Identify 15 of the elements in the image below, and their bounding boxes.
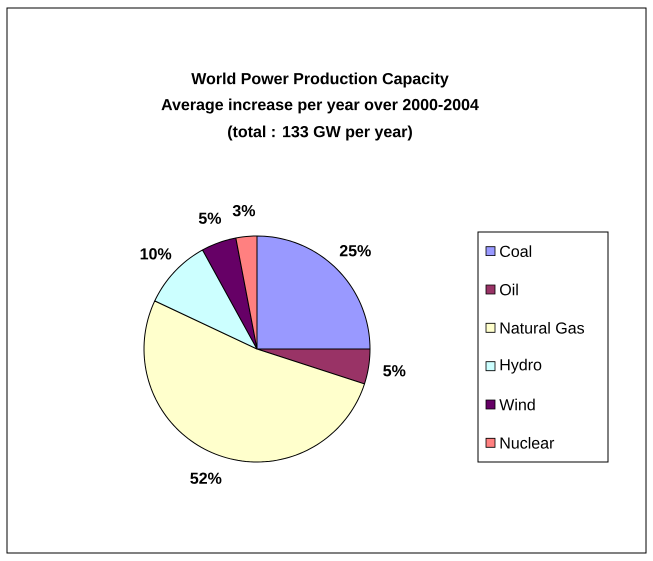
- chart-title: World Power Production Capacity: [191, 72, 449, 88]
- text: (total : 133 GW per year): [228, 126, 412, 140]
- data-label: 5%: [198, 212, 222, 224]
- legend-label: Natural Gas: [500, 322, 584, 334]
- data-label: 25%: [340, 245, 371, 256]
- legend-label: Nuclear: [500, 436, 554, 449]
- data-label: 52%: [190, 472, 222, 484]
- legend-label: Coal: [500, 245, 532, 258]
- data-label: 3%: [232, 204, 256, 216]
- legend-label: Wind: [499, 398, 535, 410]
- legend-label: Oil: [500, 284, 518, 296]
- data-label: 5%: [383, 365, 406, 376]
- legend-label: Hydro: [500, 358, 542, 374]
- chart-subtitle: Average increase per year over 2000-2004: [161, 98, 479, 114]
- data-label: 10%: [140, 248, 172, 260]
